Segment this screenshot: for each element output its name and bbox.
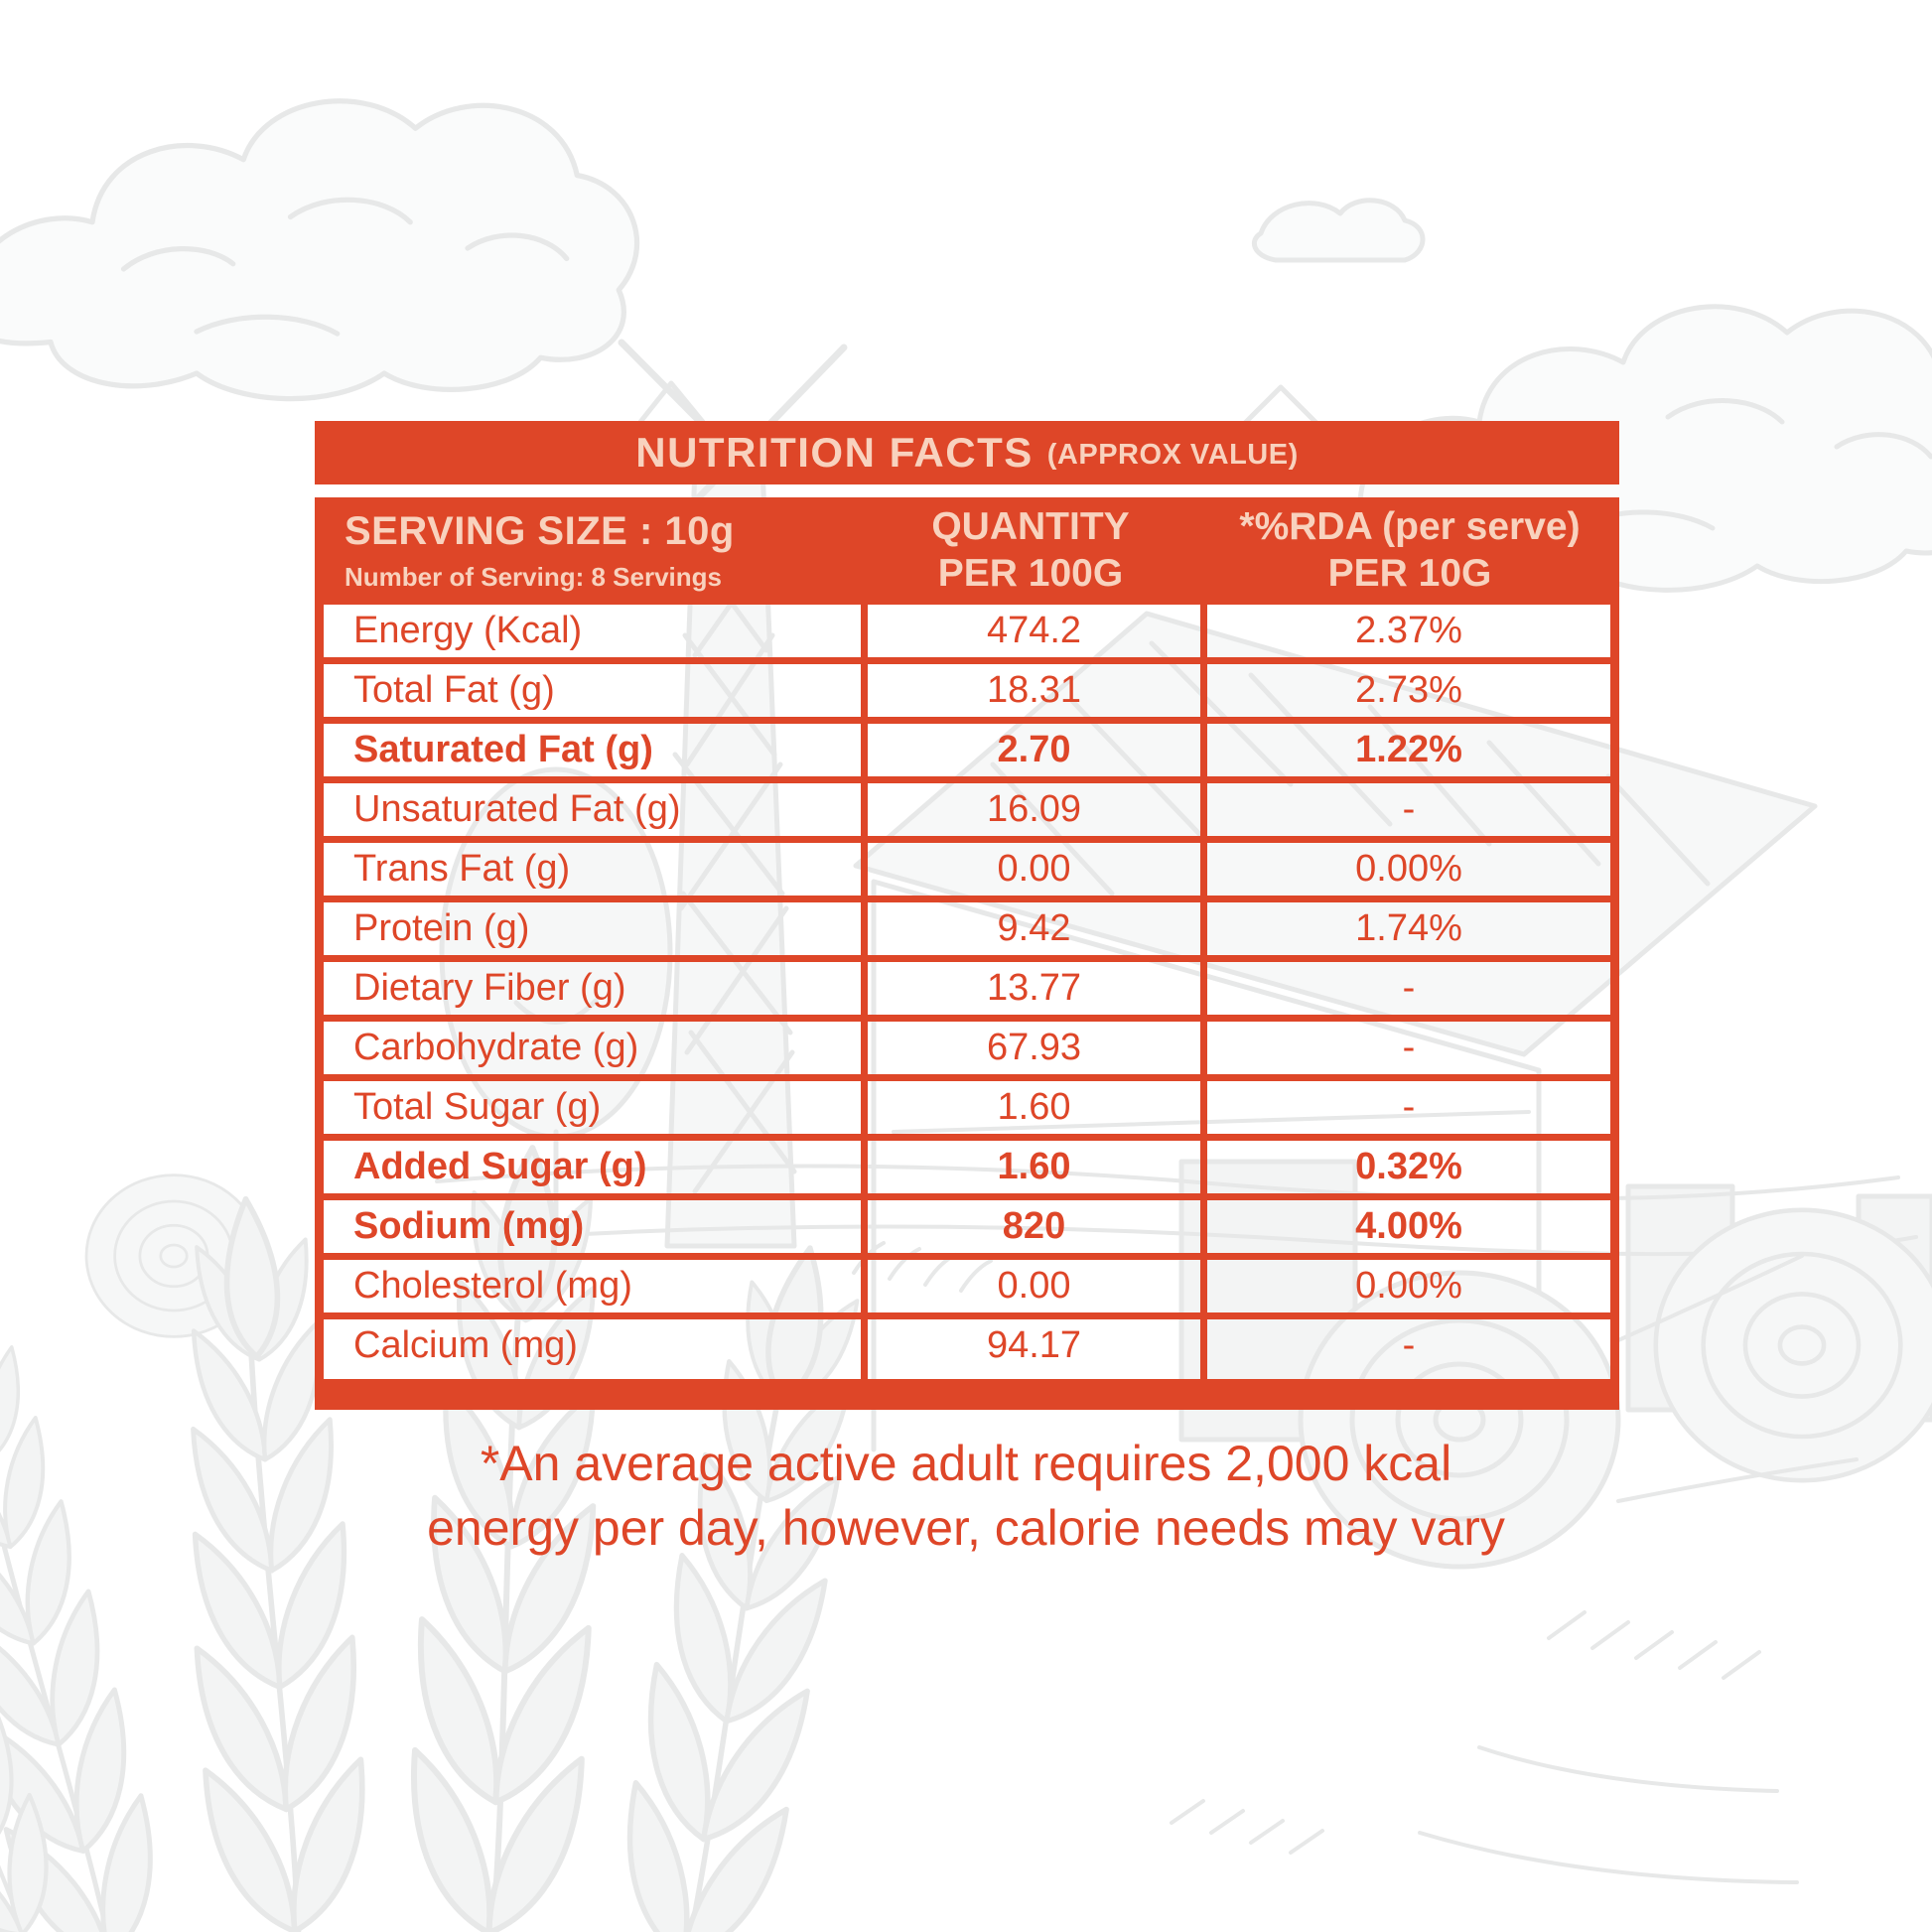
table-row: Calcium (mg) 94.17 - (324, 1319, 1610, 1379)
serving-count-text: Number of Serving: 8 Servings (345, 562, 722, 592)
rda-value: 1.22% (1200, 724, 1610, 776)
table-row: Sodium (mg) 820 4.00% (324, 1200, 1610, 1260)
table-row: Saturated Fat (g) 2.70 1.22% (324, 724, 1610, 783)
label-title: NUTRITION FACTS (635, 429, 1034, 476)
hay-bale-sketch (84, 1173, 1932, 1567)
table-row: Added Sugar (g) 1.60 0.32% (324, 1141, 1610, 1200)
rda-footnote: *An average active adult requires 2,000 … (0, 1432, 1932, 1561)
quantity-value: 820 (861, 1200, 1200, 1253)
nutrient-label: Total Fat (g) (353, 669, 555, 711)
table-row: Total Sugar (g) 1.60 - (324, 1081, 1610, 1141)
nutrient-label: Unsaturated Fat (g) (353, 788, 681, 830)
serving-column-header: SERVING SIZE : 10g Number of Serving: 8 … (315, 509, 861, 593)
quantity-value: 16.09 (861, 783, 1200, 836)
nutrient-label: Cholesterol (mg) (353, 1265, 632, 1307)
nutrition-facts-label: NUTRITION FACTS (APPROX VALUE) SERVING S… (315, 421, 1619, 1410)
quantity-header-line1: QUANTITY (931, 505, 1130, 549)
rda-header-line1: *%RDA (per serve) (1239, 505, 1581, 549)
rda-value: 0.00% (1200, 843, 1610, 896)
quantity-value: 2.70 (861, 724, 1200, 776)
quantity-value: 474.2 (861, 605, 1200, 657)
quantity-header-line2: PER 100G (937, 552, 1124, 595)
table-row: Carbohydrate (g) 67.93 - (324, 1022, 1610, 1081)
table-row: Cholesterol (mg) 0.00 0.00% (324, 1260, 1610, 1319)
table-row: Protein (g) 9.42 1.74% (324, 902, 1610, 962)
quantity-value: 0.00 (861, 1260, 1200, 1312)
quantity-value: 0.00 (861, 843, 1200, 896)
quantity-value: 94.17 (861, 1319, 1200, 1379)
rda-value: 2.37% (1200, 605, 1610, 657)
nutrient-label: Total Sugar (g) (353, 1086, 602, 1128)
quantity-value: 1.60 (861, 1141, 1200, 1193)
quantity-value: 67.93 (861, 1022, 1200, 1074)
title-bar: NUTRITION FACTS (APPROX VALUE) (315, 421, 1619, 484)
footnote-line2: energy per day, however, calorie needs m… (427, 1500, 1505, 1556)
quantity-value: 18.31 (861, 664, 1200, 717)
nutrient-label: Trans Fat (g) (353, 848, 571, 890)
rda-value: - (1200, 1081, 1610, 1134)
label-title-note: (APPROX VALUE) (1046, 439, 1299, 471)
nutrient-label: Dietary Fiber (g) (353, 967, 626, 1009)
table-row: Trans Fat (g) 0.00 0.00% (324, 843, 1610, 902)
nutrient-label: Carbohydrate (g) (353, 1027, 639, 1068)
cloud-sketch-top-right (1251, 198, 1932, 591)
table-row: Total Fat (g) 18.31 2.73% (324, 664, 1610, 724)
nutrient-label: Protein (g) (353, 907, 530, 949)
rda-value: 4.00% (1200, 1200, 1610, 1253)
table-row: Dietary Fiber (g) 13.77 - (324, 962, 1610, 1022)
rda-value: 0.00% (1200, 1260, 1610, 1312)
quantity-column-header: QUANTITY PER 100G (861, 504, 1200, 598)
nutrient-label: Added Sugar (g) (353, 1146, 647, 1187)
nutrient-label: Calcium (mg) (353, 1324, 578, 1366)
rda-value: - (1200, 1022, 1610, 1074)
quantity-value: 1.60 (861, 1081, 1200, 1134)
table-row: Unsaturated Fat (g) 16.09 - (324, 783, 1610, 843)
cloud-sketch-top-left (0, 101, 637, 399)
nutrient-table: Energy (Kcal) 474.2 2.37% Total Fat (g) … (315, 605, 1619, 1410)
table-row: Energy (Kcal) 474.2 2.37% (324, 605, 1610, 664)
quantity-value: 9.42 (861, 902, 1200, 955)
rda-value: - (1200, 783, 1610, 836)
rda-value: 0.32% (1200, 1141, 1610, 1193)
rda-column-header: *%RDA (per serve) PER 10G (1200, 504, 1619, 598)
rda-value: 2.73% (1200, 664, 1610, 717)
rda-value: - (1200, 962, 1610, 1015)
rda-header-line2: PER 10G (1327, 552, 1492, 595)
footnote-line1: *An average active adult requires 2,000 … (480, 1436, 1452, 1491)
nutrient-label: Sodium (mg) (353, 1205, 585, 1247)
tree-sketch (439, 766, 673, 1246)
nutrient-label: Energy (Kcal) (353, 610, 583, 651)
rda-value: - (1200, 1319, 1610, 1379)
serving-size-text: SERVING SIZE : 10g (345, 509, 735, 553)
rda-value: 1.74% (1200, 902, 1610, 955)
quantity-value: 13.77 (861, 962, 1200, 1015)
nutrient-label: Saturated Fat (g) (353, 729, 653, 770)
table-header-row: SERVING SIZE : 10g Number of Serving: 8 … (315, 497, 1619, 605)
